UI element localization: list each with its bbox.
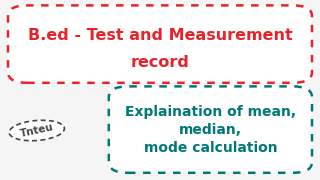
FancyBboxPatch shape (109, 86, 312, 173)
Text: B.ed - Test and Measurement: B.ed - Test and Measurement (28, 28, 292, 43)
Text: record: record (131, 55, 189, 70)
Text: median,: median, (179, 123, 242, 137)
Text: mode calculation: mode calculation (144, 141, 277, 155)
Text: Explaination of mean,: Explaination of mean, (125, 105, 296, 119)
FancyBboxPatch shape (8, 5, 312, 83)
Text: Tnteu: Tnteu (19, 122, 54, 139)
Ellipse shape (9, 120, 64, 141)
